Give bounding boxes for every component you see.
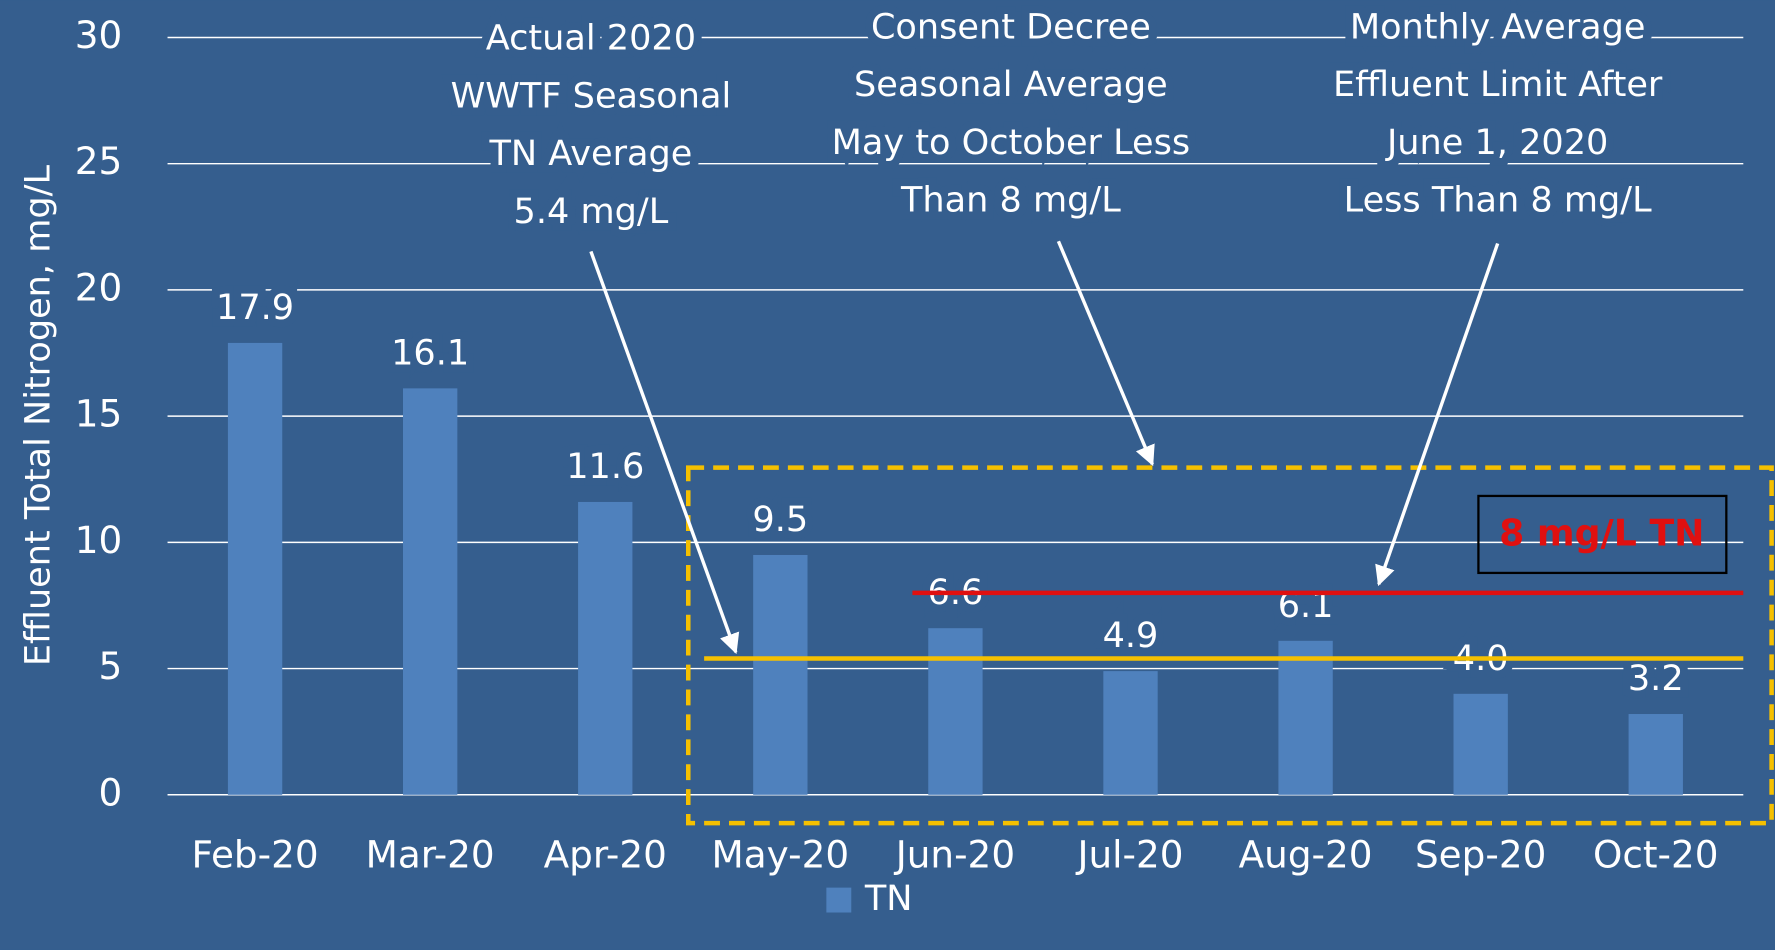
data-label: 3.2: [1628, 658, 1684, 699]
bar: [1278, 640, 1333, 795]
bar: [1103, 671, 1158, 795]
bar: [1453, 693, 1508, 795]
data-label: 4.9: [1103, 615, 1159, 656]
data-label: 17.9: [216, 287, 294, 328]
annotation: Consent Decree: [871, 6, 1151, 47]
x-tick-label: Oct-20: [1593, 833, 1719, 877]
arrow: [589, 250, 740, 655]
annotation: May to October Less: [832, 122, 1191, 163]
y-axis-label: Effluent Total Nitrogen, mg/L: [18, 165, 59, 667]
annotation: Seasonal Average: [854, 64, 1168, 105]
arrow: [1056, 240, 1155, 467]
x-tick-label: Feb-20: [192, 833, 319, 877]
legend-label: TN: [864, 878, 913, 919]
arrow: [1375, 242, 1500, 587]
annotation: Than 8 mg/L: [900, 180, 1121, 221]
data-label: 9.5: [752, 499, 808, 540]
y-tick-label: 5: [98, 644, 122, 688]
x-tick-label: Aug-20: [1239, 833, 1373, 877]
x-tick-label: Jul-20: [1075, 833, 1183, 877]
annotation: WWTF Seasonal: [451, 75, 732, 116]
bar: [402, 388, 458, 795]
y-tick-label: 20: [75, 265, 123, 309]
data-label: 16.1: [391, 332, 469, 373]
bar: [1628, 714, 1683, 795]
annotation: Monthly Average: [1350, 6, 1646, 47]
label-box: [1477, 494, 1728, 575]
annotation: 5.4 mg/L: [514, 191, 669, 232]
y-tick-label: 25: [75, 139, 123, 183]
annotation: June 1, 2020: [1385, 122, 1608, 163]
bar: [578, 501, 633, 795]
y-tick-label: 0: [98, 770, 122, 814]
annotation: Less Than 8 mg/L: [1344, 180, 1652, 221]
data-label: 11.6: [566, 446, 644, 487]
x-tick-label: Apr-20: [544, 833, 667, 877]
legend-swatch: [826, 887, 852, 913]
x-tick-label: Mar-20: [366, 833, 495, 877]
annotation: TN Average: [488, 133, 692, 174]
y-tick-label: 15: [75, 392, 123, 436]
y-tick-label: 30: [75, 13, 123, 57]
highlight-box: [686, 465, 1774, 826]
annotation: Actual 2020: [486, 18, 696, 59]
x-tick-label: May-20: [712, 833, 850, 877]
x-tick-label: Jun-20: [894, 833, 1015, 877]
bar: [227, 342, 283, 795]
x-tick-label: Sep-20: [1415, 833, 1546, 877]
bar: [928, 628, 983, 795]
box-label: 8 mg/L TN: [1499, 512, 1704, 555]
annotation: Effluent Limit After: [1333, 64, 1663, 105]
y-tick-label: 10: [75, 518, 123, 562]
bar: [753, 554, 808, 795]
